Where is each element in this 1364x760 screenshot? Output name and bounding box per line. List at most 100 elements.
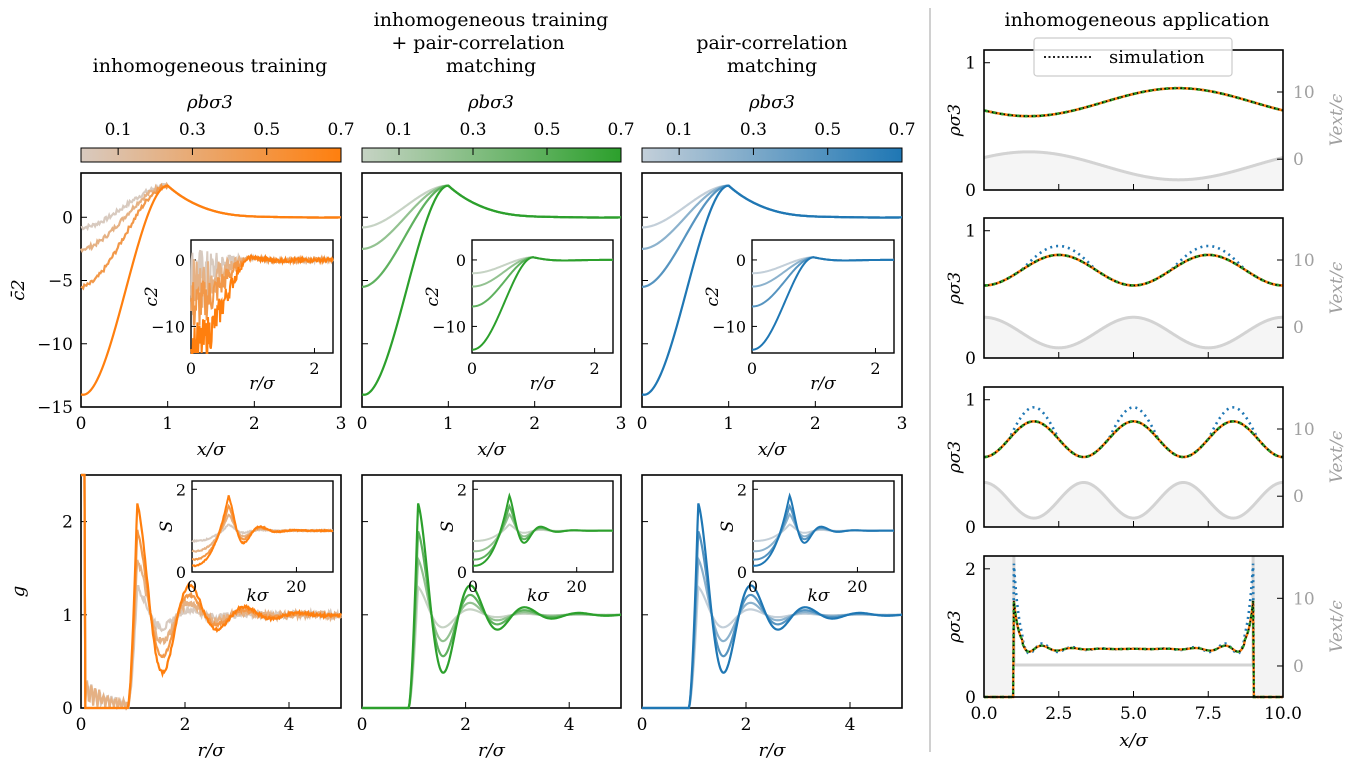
y2-axis-label: Vext/ϵ xyxy=(1327,430,1347,483)
y-tick-label: 2 xyxy=(965,560,976,580)
column-title-1-line-2: matching xyxy=(446,55,536,77)
y-tick-label: 0 xyxy=(965,349,976,369)
x-tick-label: 3 xyxy=(897,414,908,434)
colorbar-1-bar xyxy=(361,147,622,163)
x-tick-label: 4 xyxy=(845,715,856,735)
x-axis-label: r/σ xyxy=(478,740,506,760)
inset-x-tick-label: 0 xyxy=(467,359,477,378)
y2-axis-label: Vext/ϵ xyxy=(1327,600,1347,653)
column-title-1-line-1: + pair-correlation xyxy=(391,32,564,54)
y2-axis-label: Vext/ϵ xyxy=(1327,261,1347,314)
y-tick-label: 1 xyxy=(965,391,976,411)
x-tick-label: 4 xyxy=(564,715,575,735)
inset-y-label: S xyxy=(157,521,177,533)
y-tick-label: 0 xyxy=(965,518,976,538)
legend: simulation xyxy=(1033,37,1233,77)
inset-x-label: r/σ xyxy=(249,374,275,394)
density-simulation xyxy=(983,87,1284,117)
c2-inset-series-3 xyxy=(471,256,613,351)
x-tick-label: 2 xyxy=(810,414,821,434)
application-panels: 0 1 10 0 ρσ3 Vext/ϵ 0 1 10 0 ρσ3 Vext/ϵ 0 1 10 0 ρσ3 Vext… xyxy=(945,49,1347,751)
inset-y-tick-label: −10 xyxy=(712,317,746,336)
density-simulation xyxy=(984,600,1283,698)
inset-x-label: kσ xyxy=(808,586,830,606)
x-tick-label: 7.5 xyxy=(1195,704,1222,724)
colorbar-tick-label: 0.3 xyxy=(459,120,486,140)
y-tick-label: 1 xyxy=(62,606,73,626)
column-title-2-line-0: pair-correlation xyxy=(696,32,847,54)
potential-line xyxy=(983,150,1284,182)
x-tick-label: 0 xyxy=(357,715,368,735)
x-tick-label: 2.5 xyxy=(1045,704,1072,724)
density-blue xyxy=(983,406,1284,459)
inset-y-tick-label: 2 xyxy=(737,480,747,499)
column-title-1-line-0: inhomogeneous training xyxy=(374,9,609,31)
column-title-1: inhomogeneous training + pair-correlatio… xyxy=(374,9,609,77)
potential-line xyxy=(983,315,1284,350)
potential-fill xyxy=(984,151,1283,190)
g-series-3 xyxy=(642,503,903,710)
column-title-0-line-0: inhomogeneous training xyxy=(93,55,328,77)
column-title-2: pair-correlation matching xyxy=(696,32,847,77)
c2-inset: 0 2 0 −10 r/σ c2 xyxy=(423,239,614,394)
colorbar-tick-label: 0.7 xyxy=(607,120,634,140)
potential-fill xyxy=(984,317,1283,358)
y-tick-label: 2 xyxy=(62,513,73,533)
x-tick-label: 3 xyxy=(336,414,347,434)
x-axis-label: x/σ xyxy=(1119,730,1148,751)
colorbar-tick-label: 0.5 xyxy=(533,120,560,140)
application-panel-2: 0 1 10 0 ρσ3 Vext/ϵ xyxy=(945,386,1347,538)
wall-left xyxy=(984,556,1014,697)
colorbar-tick-label: 0.3 xyxy=(740,120,767,140)
x-tick-label: 0 xyxy=(637,715,648,735)
colorbar-label-0: ρbσ3 xyxy=(186,92,233,113)
column-title-2-line-1: matching xyxy=(727,55,817,77)
column-title-0: inhomogeneous training xyxy=(93,55,328,77)
x-tick-label: 2 xyxy=(741,715,752,735)
x-axis-label: x/σ xyxy=(197,439,226,460)
inset-y-label: S xyxy=(718,521,738,533)
g-series-3 xyxy=(362,503,622,710)
y-tick-label: 1 xyxy=(965,222,976,242)
inset-y-label: c2 xyxy=(423,286,443,306)
c2-inset-series-3 xyxy=(751,256,894,351)
colorbar-tick-label: 0.7 xyxy=(327,120,354,140)
inset-y-label: c2 xyxy=(703,286,723,306)
legend-box xyxy=(1033,37,1233,77)
y2-axis-label: Vext/ϵ xyxy=(1327,93,1347,146)
colorbar-1: ρbσ3 0.1 0.3 0.5 0.7 xyxy=(361,92,635,163)
y2-tick-label: 0 xyxy=(1293,487,1304,507)
right-title: inhomogeneous application xyxy=(1005,9,1270,31)
x-axis-label: r/σ xyxy=(198,740,226,760)
y-tick-label: −15 xyxy=(37,398,73,418)
g-panel-2: 0 2 4 r/σ 0 20 0 2 kσ S xyxy=(637,474,903,760)
y2-tick-label: 10 xyxy=(1293,83,1315,103)
inset-x-tick-label: 20 xyxy=(847,577,867,596)
c2-inset: 0 2 0 −10 r/σ c2 xyxy=(703,239,895,394)
colorbar-tick-label: 0.5 xyxy=(253,120,280,140)
colorbar-tick-label: 0.1 xyxy=(105,120,132,140)
inset-x-tick-label: 20 xyxy=(567,577,587,596)
x-tick-label: 0 xyxy=(637,414,648,434)
g-series-3 xyxy=(81,473,342,710)
y-axis-label: ρσ3 xyxy=(945,441,965,474)
inset-x-tick-label: 0 xyxy=(186,359,196,378)
colorbar-tick-label: 0.1 xyxy=(666,120,693,140)
inset-y-tick-label: −10 xyxy=(151,317,185,336)
x-tick-label: 4 xyxy=(284,715,295,735)
x-tick-label: 1 xyxy=(443,414,454,434)
colorbar-tick-label: 0.5 xyxy=(814,120,841,140)
inset-x-label: kσ xyxy=(247,586,269,606)
inset-y-tick-label: 2 xyxy=(176,480,186,499)
colorbar-2: ρbσ3 0.1 0.3 0.5 0.7 xyxy=(641,92,916,163)
inset-x-tick-label: 20 xyxy=(286,577,306,596)
inset-x-label: r/σ xyxy=(810,374,836,394)
application-panel-1: 0 1 10 0 ρσ3 Vext/ϵ xyxy=(945,217,1347,369)
application-panel-bg xyxy=(984,556,1283,697)
y2-tick-label: 0 xyxy=(1293,657,1304,677)
y2-tick-label: 0 xyxy=(1293,150,1304,170)
colorbar-label-1: ρbσ3 xyxy=(467,92,514,113)
y2-tick-label: 10 xyxy=(1293,589,1315,609)
